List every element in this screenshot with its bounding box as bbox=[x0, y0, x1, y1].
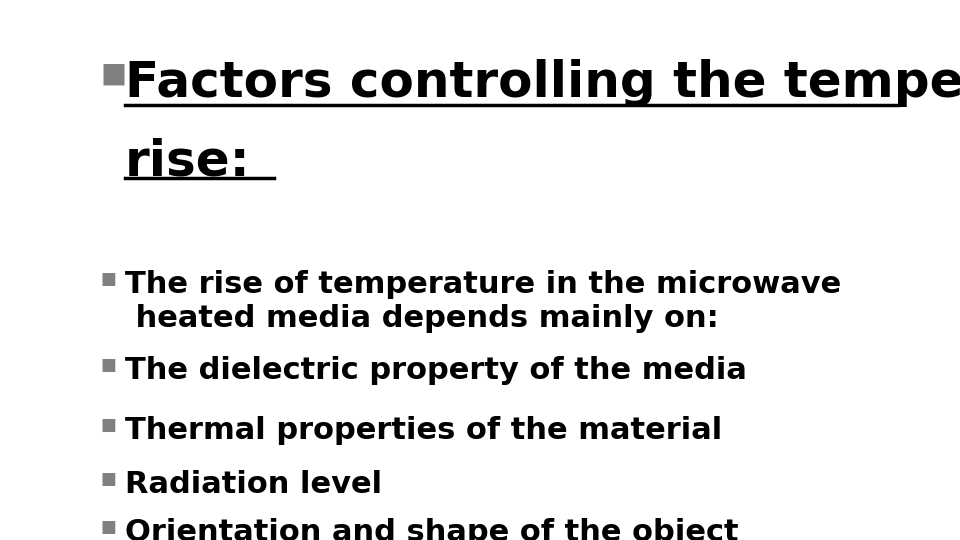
Text: ■: ■ bbox=[101, 356, 117, 374]
Text: Orientation and shape of the object: Orientation and shape of the object bbox=[125, 518, 738, 540]
Text: rise:: rise: bbox=[125, 138, 251, 186]
Text: The rise of temperature in the microwave
 heated media depends mainly on:: The rise of temperature in the microwave… bbox=[125, 270, 841, 333]
Text: Radiation level: Radiation level bbox=[125, 470, 382, 499]
Text: ■: ■ bbox=[101, 270, 117, 288]
Text: ■: ■ bbox=[101, 416, 117, 434]
Text: ■: ■ bbox=[101, 518, 117, 536]
Text: ■: ■ bbox=[101, 59, 127, 87]
Text: The dielectric property of the media: The dielectric property of the media bbox=[125, 356, 747, 386]
Text: Factors controlling the temperature: Factors controlling the temperature bbox=[125, 59, 960, 107]
Text: ■: ■ bbox=[101, 470, 117, 488]
Text: Thermal properties of the material: Thermal properties of the material bbox=[125, 416, 722, 445]
